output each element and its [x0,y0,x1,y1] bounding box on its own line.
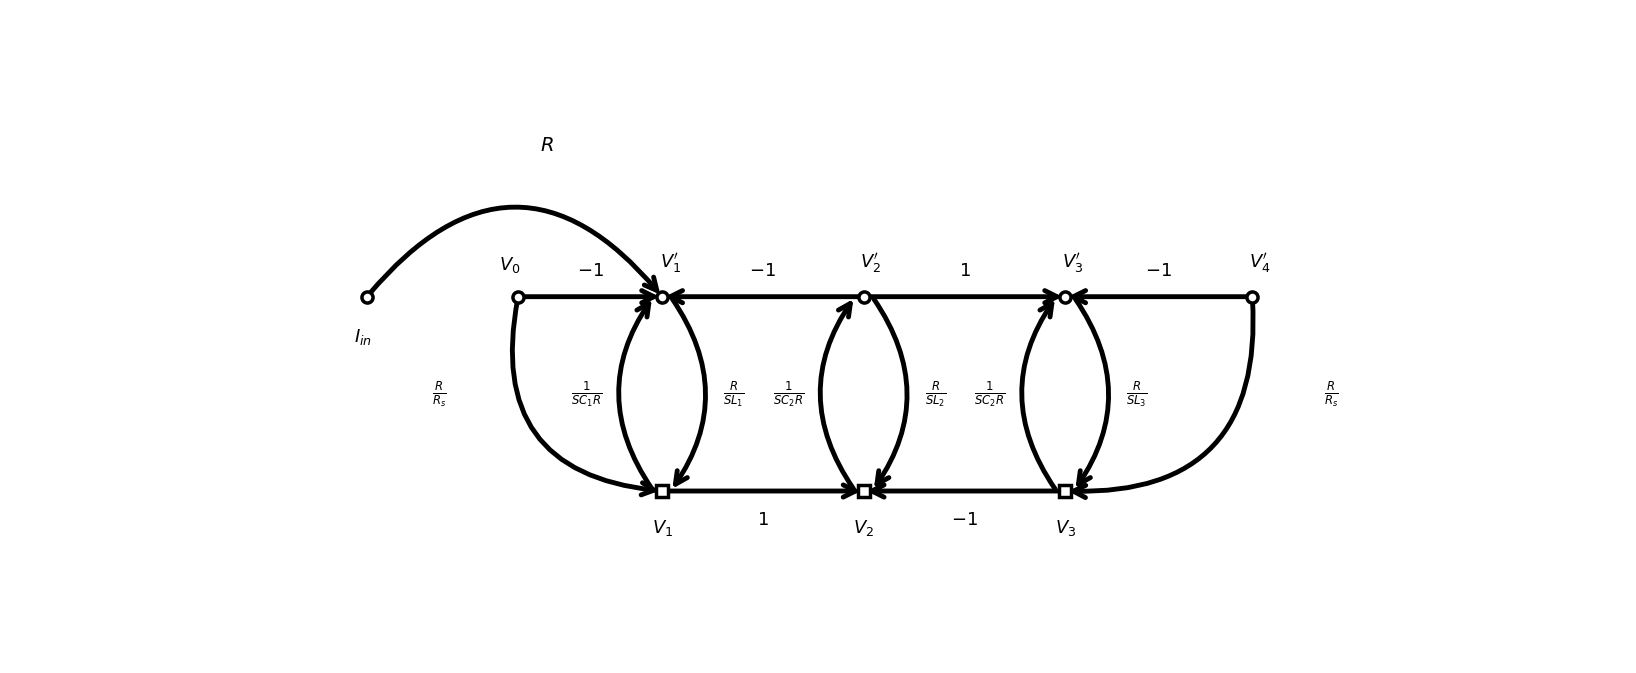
Text: $1$: $1$ [959,262,970,281]
Text: $-1$: $-1$ [749,262,777,281]
Text: $V_1'$: $V_1'$ [661,251,681,275]
Text: $V_1$: $V_1$ [651,518,672,538]
Text: $-1$: $-1$ [1145,262,1171,281]
Text: $\frac{1}{SC_1R}$: $\frac{1}{SC_1R}$ [571,379,602,409]
Text: $\frac{1}{SC_2R}$: $\frac{1}{SC_2R}$ [772,379,803,409]
Text: $R$: $R$ [540,137,555,155]
Text: $\frac{1}{SC_2R}$: $\frac{1}{SC_2R}$ [973,379,1005,409]
Text: $\frac{R}{R_s}$: $\frac{R}{R_s}$ [432,379,447,409]
Text: $-1$: $-1$ [951,511,978,529]
Text: $1$: $1$ [757,511,769,529]
Text: $V_4'$: $V_4'$ [1248,251,1270,275]
Text: $I_{in}$: $I_{in}$ [355,327,373,347]
Text: $\frac{R}{SL_3}$: $\frac{R}{SL_3}$ [1127,379,1148,409]
Text: $V_2$: $V_2$ [852,518,874,538]
Text: $V_3$: $V_3$ [1055,518,1076,538]
Text: $\frac{R}{R_s}$: $\frac{R}{R_s}$ [1324,379,1338,409]
Text: $-1$: $-1$ [578,262,604,281]
Text: $V_0$: $V_0$ [499,255,520,275]
Text: $V_2'$: $V_2'$ [861,251,882,275]
Text: $\frac{R}{SL_2}$: $\frac{R}{SL_2}$ [924,379,946,409]
Text: $\frac{R}{SL_1}$: $\frac{R}{SL_1}$ [723,379,744,409]
Text: $V_3'$: $V_3'$ [1062,251,1083,275]
